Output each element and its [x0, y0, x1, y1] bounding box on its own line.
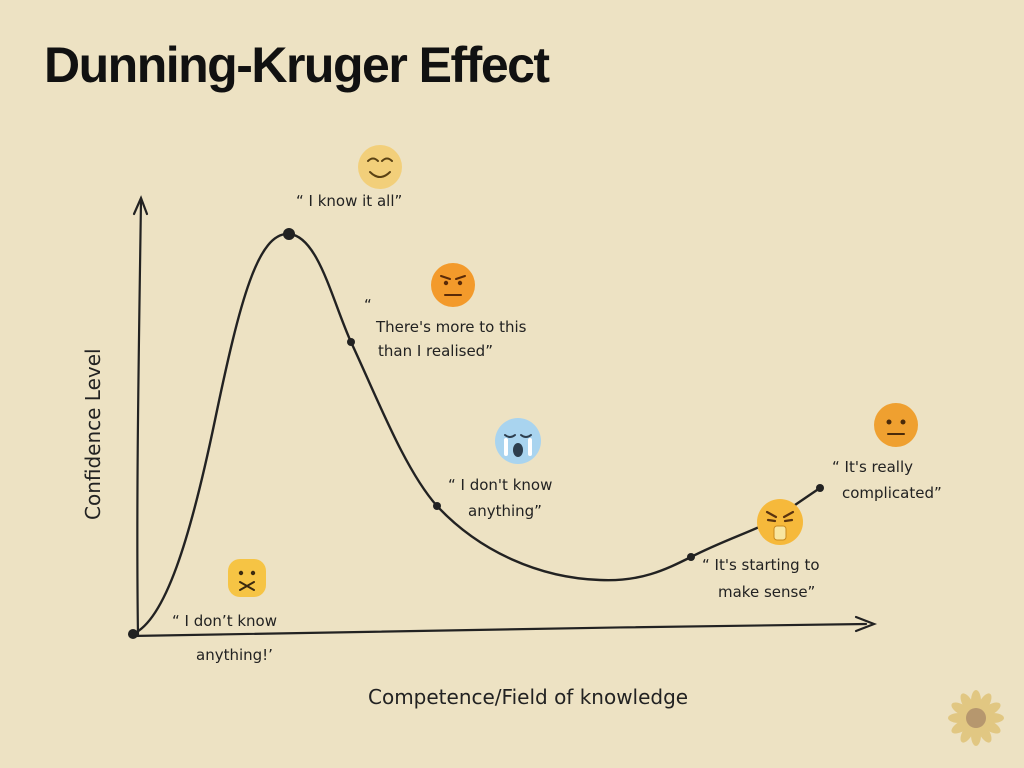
neutral-face-icon [874, 403, 918, 447]
quote-line: There's more to this [375, 318, 527, 336]
stage-point-start [128, 629, 138, 639]
quote-line: complicated” [842, 484, 942, 502]
stage-points [128, 228, 824, 639]
quote-line: “ I don’t know [172, 612, 277, 630]
quote-line: “ [364, 296, 372, 314]
quote-line: “ It's really [832, 458, 913, 476]
stage-point-valley [433, 502, 441, 510]
quote-line: anything” [468, 502, 542, 520]
quote-stage-4: “ I don't know anything” [448, 476, 557, 520]
crying-face-icon [495, 418, 541, 464]
confidence-curve [131, 232, 822, 636]
sunflower-logo [948, 690, 1004, 746]
page-title: Dunning-Kruger Effect [44, 37, 550, 93]
quote-line: “ I don't know [448, 476, 552, 494]
stage-point-plateau [816, 484, 824, 492]
quote-stage-1: “ I don’t know anything!’ [172, 612, 282, 664]
quote-line: “ I know it all” [296, 192, 402, 210]
x-axis [129, 622, 868, 638]
quote-line: make sense” [718, 583, 815, 601]
quote-line: than I realised” [378, 342, 493, 360]
quote-line: anything!’ [196, 646, 273, 664]
quote-line: “ It's starting to [702, 556, 820, 574]
quote-stage-5: “ It's starting to make sense” [702, 556, 824, 601]
x-axis-label: Competence/Field of knowledge [368, 685, 688, 709]
stage-point-descent [347, 338, 355, 346]
frowning-face-icon [431, 263, 475, 307]
quote-stage-2: “ I know it all” [296, 192, 402, 210]
smiling-face-icon [358, 145, 402, 189]
y-axis [136, 198, 143, 638]
stage-point-peak [283, 228, 295, 240]
y-axis-label: Confidence Level [81, 348, 105, 520]
x-axis-arrow [854, 615, 878, 633]
stage-point-rise [687, 553, 695, 561]
quote-stage-3: “ There's more to this than I realised” [364, 296, 531, 360]
axes [129, 195, 878, 638]
quote-stage-6: “ It's really complicated” [832, 458, 942, 502]
y-axis-arrow [132, 195, 149, 216]
confounded-face-icon [228, 559, 266, 597]
angry-face-icon [757, 499, 803, 545]
